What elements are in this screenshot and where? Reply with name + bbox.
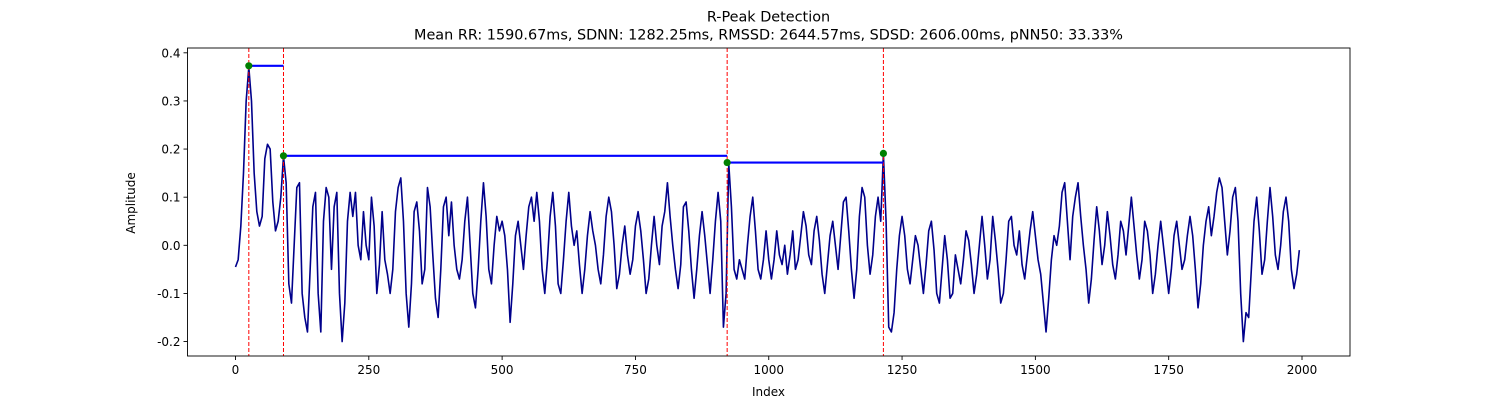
chart-subtitle: Mean RR: 1590.67ms, SDNN: 1282.25ms, RMS…	[414, 28, 1123, 44]
plot-frame	[187, 47, 1351, 357]
x-axis-label: Index	[752, 385, 785, 399]
y-tick-label-2: 0.0	[161, 239, 180, 253]
ecg-signal-line	[234, 66, 1301, 343]
x-tick-label-1: 250	[357, 363, 380, 377]
r-peak-marker-0	[245, 62, 253, 70]
x-tick-label-8: 2000	[1287, 363, 1318, 377]
x-tick-label-4: 1000	[753, 363, 784, 377]
y-tick-label-0: -0.2	[157, 335, 180, 349]
x-tick-label-3: 750	[624, 363, 647, 377]
r-peak-marker-2	[723, 158, 731, 167]
y-tick-label-5: 0.3	[161, 94, 180, 108]
y-tick-label-6: 0.4	[161, 46, 180, 60]
y-tick-label-1: -0.1	[157, 287, 180, 301]
r-peak-marker-1	[279, 152, 288, 160]
y-tick-label-4: 0.2	[161, 143, 180, 157]
axes: 0 250 500 750 1000 1250 1500 1750 2000 -0.2 -0.1 0.…	[157, 46, 1351, 377]
x-tick-label-2: 500	[491, 363, 514, 377]
x-tick-label-5: 1250	[887, 363, 918, 377]
y-tick-label-3: 0.1	[161, 191, 180, 205]
x-tick-label-7: 1750	[1153, 363, 1184, 377]
x-tick-label-0: 0	[232, 363, 240, 377]
plot-area	[234, 48, 1301, 356]
y-axis-label: Amplitude	[124, 172, 138, 234]
chart-title: R-Peak Detection	[707, 10, 830, 26]
r-peak-marker-3	[879, 149, 888, 157]
x-tick-label-6: 1500	[1020, 363, 1051, 377]
